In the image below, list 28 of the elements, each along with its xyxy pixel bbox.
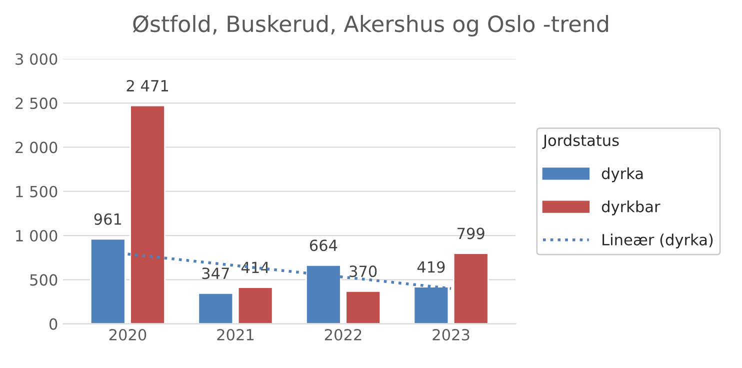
data-label: 961 xyxy=(94,213,122,225)
legend-label: Lineær (dyrka) xyxy=(602,234,713,248)
bar xyxy=(198,292,234,324)
legend-title: Jordstatus xyxy=(542,134,619,149)
bar xyxy=(237,286,274,324)
chart-title: Østfold, Buskerud, Akershus og Oslo -trend xyxy=(133,14,608,37)
data-label: 2 471 xyxy=(126,80,168,92)
x-tick-label: 2020 xyxy=(109,328,146,341)
y-tick-label: 0 xyxy=(49,318,58,330)
x-tick-label: 2021 xyxy=(217,328,254,341)
data-label: 664 xyxy=(310,240,338,252)
y-tick-label: 3 000 xyxy=(16,53,58,65)
legend-label: dyrka xyxy=(602,167,643,182)
y-tick-label: 1 500 xyxy=(16,186,58,198)
legend-label: dyrkbar xyxy=(602,200,660,216)
bar xyxy=(345,290,382,324)
y-tick-label: 1 000 xyxy=(16,230,58,242)
y-tick-label: 500 xyxy=(30,274,58,286)
data-label: 370 xyxy=(350,266,377,278)
y-tick-label: 2 000 xyxy=(16,142,58,154)
data-label: 347 xyxy=(202,268,229,280)
bar xyxy=(130,104,166,324)
y-tick-label: 2 500 xyxy=(16,98,58,110)
x-tick-label: 2022 xyxy=(324,328,362,341)
x-tick-label: 2023 xyxy=(432,328,470,341)
data-label: 419 xyxy=(417,261,445,273)
data-label: 799 xyxy=(458,228,484,240)
bar xyxy=(452,252,489,324)
